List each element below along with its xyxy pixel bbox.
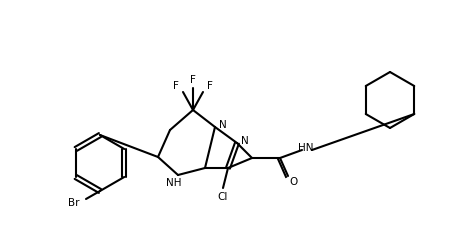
Text: Br: Br bbox=[68, 198, 80, 208]
Text: NH: NH bbox=[166, 178, 182, 188]
Text: F: F bbox=[207, 81, 213, 91]
Text: F: F bbox=[190, 75, 196, 85]
Text: N: N bbox=[241, 136, 249, 146]
Text: N: N bbox=[219, 120, 227, 130]
Text: F: F bbox=[173, 81, 179, 91]
Text: HN: HN bbox=[298, 143, 314, 153]
Text: Cl: Cl bbox=[218, 192, 228, 202]
Text: O: O bbox=[289, 177, 297, 187]
